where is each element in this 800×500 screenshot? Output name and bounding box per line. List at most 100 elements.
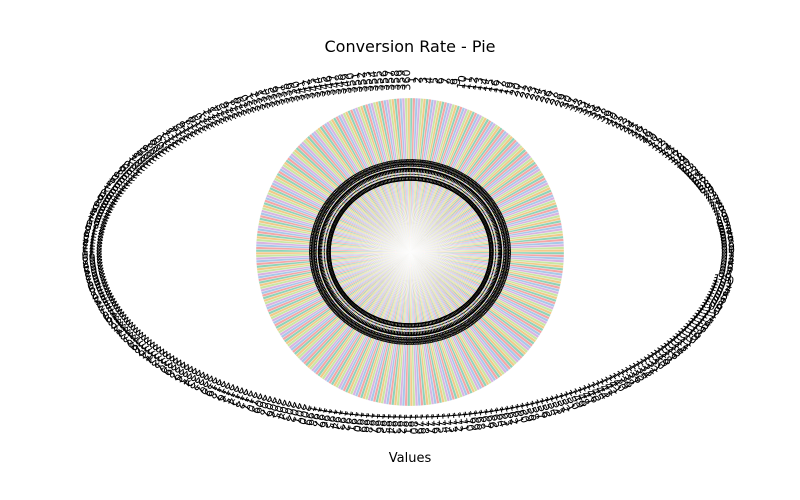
- percent-label: 0.3%: [308, 252, 332, 264]
- slice-label: 180: [407, 413, 420, 434]
- percent-label: 0.3%: [399, 158, 410, 182]
- slice-label: 102: [710, 277, 733, 294]
- slice-label: 9: [450, 77, 464, 86]
- percent-label: 0.3%: [388, 321, 402, 346]
- percent-label: 0.3%: [309, 261, 334, 275]
- percent-label: 0.3%: [308, 236, 332, 249]
- slice-label: 181: [401, 413, 414, 434]
- percent-label: 0.3%: [487, 235, 511, 248]
- percent-label: 0.3%: [486, 229, 511, 243]
- percent-label: 0.3%: [421, 159, 435, 184]
- percent-label: 0.3%: [308, 251, 332, 262]
- slice-label: 259: [87, 278, 110, 295]
- percent-label: 0.3%: [308, 257, 333, 270]
- slice-label: 86: [719, 231, 734, 245]
- percent-label: 0.3%: [309, 233, 334, 246]
- percent-label: 0.3%: [308, 241, 332, 252]
- percent-label: 0.3%: [413, 322, 426, 346]
- percent-label: 0.3%: [487, 234, 512, 247]
- slice-label: 3: [417, 76, 430, 84]
- slice-label: 257: [89, 284, 112, 302]
- slice-label: 196: [316, 406, 334, 430]
- slice-label: 274: [82, 235, 104, 249]
- percent-label: 0.3%: [403, 158, 414, 182]
- pie-slices-group: [255, 97, 565, 407]
- slice-label: 191: [344, 410, 361, 433]
- slice-label: 347: [327, 73, 345, 96]
- slice-label: 59: [671, 152, 690, 170]
- percent-label: 0.3%: [409, 322, 420, 346]
- percent-label: 0.3%: [487, 259, 512, 273]
- percent-label: 0.3%: [402, 322, 413, 346]
- slice-label: 106: [705, 288, 729, 306]
- percent-label: 0.3%: [488, 252, 512, 263]
- percent-label: 0.3%: [488, 254, 512, 266]
- percent-label: 0.3%: [486, 263, 511, 278]
- slice-label: 162: [502, 403, 521, 427]
- slice-label: 69: [697, 180, 715, 197]
- slice-label: 167: [476, 407, 494, 430]
- slice-label: 282: [87, 210, 110, 227]
- percent-label: 0.3%: [417, 158, 430, 183]
- percent-label: 0.3%: [415, 321, 428, 345]
- percent-label: 0.3%: [383, 320, 398, 345]
- slice-label: 67: [692, 174, 710, 192]
- slice-label: 89: [721, 240, 735, 253]
- slice-label: 97: [718, 264, 733, 279]
- slice-label: 20: [507, 81, 524, 99]
- slice-label: 287: [93, 194, 117, 212]
- slice-label: 267: [82, 256, 104, 270]
- slice-label: 345: [315, 75, 333, 99]
- slice-label: 60: [674, 155, 693, 173]
- slice-label: 176: [428, 412, 443, 434]
- slice-label: 255: [92, 289, 116, 307]
- percent-labels-group: 0.3%0.3%0.3%0.3%0.3%0.3%0.3%0.3%0.3%0.3%…: [308, 158, 512, 346]
- slice-label: 24: [528, 85, 546, 103]
- percent-label: 0.3%: [396, 158, 408, 182]
- percent-label: 0.3%: [384, 320, 398, 345]
- slice-label: 57: [665, 147, 684, 166]
- percent-label: 0.3%: [416, 158, 429, 182]
- slice-label: 4: [422, 76, 435, 84]
- slice-label: 273: [82, 238, 104, 252]
- slice-label: 174: [439, 412, 454, 434]
- slice-label: 78: [712, 206, 728, 222]
- slice-label: 93: [720, 252, 735, 266]
- slice-label: 346: [321, 74, 339, 98]
- slice-label: 32: [567, 96, 585, 115]
- percent-label: 0.3%: [309, 259, 334, 273]
- slice-label: 254: [93, 292, 117, 310]
- slice-label: 256: [90, 287, 114, 305]
- percent-label: 0.3%: [308, 244, 332, 255]
- slice-label: 11: [460, 75, 475, 91]
- slice-label: 83: [717, 222, 733, 237]
- slice-label: 349: [338, 72, 355, 95]
- percent-label: 0.3%: [400, 322, 411, 346]
- slice-label: 359: [394, 69, 408, 90]
- percent-label: 0.3%: [413, 158, 425, 182]
- percent-label: 0.3%: [486, 262, 511, 276]
- slice-label: 27: [543, 89, 561, 107]
- slice-label: 182: [395, 413, 409, 434]
- percent-label: 0.3%: [395, 322, 407, 346]
- slice-label: 289: [96, 188, 120, 207]
- slice-label: 13: [470, 76, 486, 92]
- slice-label: 12: [465, 75, 481, 91]
- slice-label: 61: [677, 158, 696, 176]
- slice-label: 98: [718, 267, 734, 282]
- percent-label: 0.3%: [389, 158, 403, 183]
- percent-label: 0.3%: [308, 250, 332, 261]
- slice-label: 172: [450, 411, 466, 434]
- percent-label: 0.3%: [411, 322, 423, 346]
- percent-label: 0.3%: [393, 322, 406, 346]
- slice-label: 95: [720, 258, 735, 272]
- slice-label: 31: [562, 94, 580, 113]
- slice-label: 84: [718, 225, 733, 240]
- percent-label: 0.3%: [398, 322, 409, 346]
- slice-label: 91: [721, 246, 735, 259]
- percent-label: 0.3%: [412, 322, 424, 346]
- slice-label: 76: [709, 200, 726, 216]
- slice-label: 356: [377, 70, 392, 92]
- slice-label: 358: [389, 69, 403, 91]
- percent-label: 0.3%: [488, 251, 512, 262]
